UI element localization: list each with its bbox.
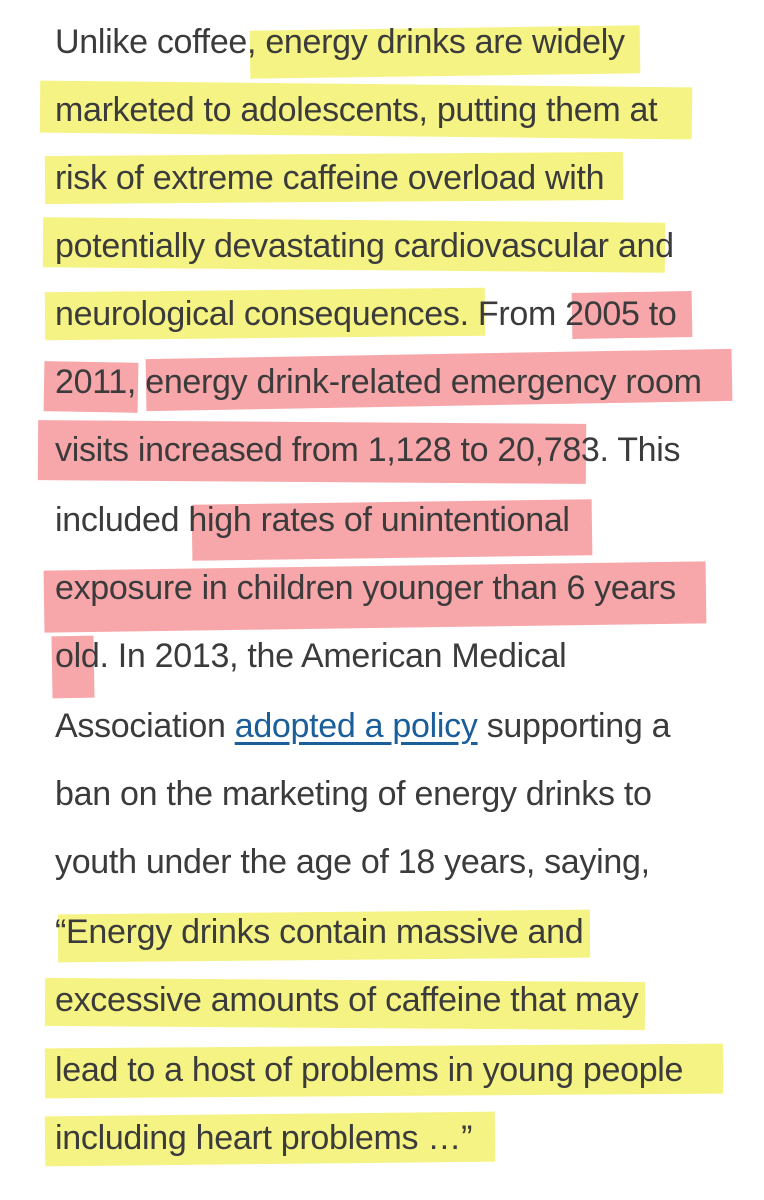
text-line: including heart problems …” — [55, 1119, 473, 1157]
text-line: 2011, energy drink-related emergency roo… — [55, 363, 702, 401]
text-line: marketed to adolescents, putting them at — [55, 91, 658, 129]
text-line: excessive amounts of caffeine that may — [55, 981, 639, 1019]
text-line: risk of extreme caffeine overload with — [55, 159, 605, 197]
text-line: potentially devastating cardiovascular a… — [55, 227, 674, 265]
text-line: included high rates of unintentional — [55, 501, 570, 539]
text-line: ban on the marketing of energy drinks to — [55, 775, 652, 813]
text-line: visits increased from 1,128 to 20,783. T… — [55, 431, 681, 469]
text-line: youth under the age of 18 years, saying, — [55, 843, 650, 881]
text-line: Unlike coffee, energy drinks are widely — [55, 23, 625, 61]
text-line: lead to a host of problems in young peop… — [55, 1051, 684, 1089]
text-line: Association adopted a policy supporting … — [55, 707, 671, 745]
text-line: neurological consequences. From 2005 to — [55, 295, 677, 333]
text-line: old. In 2013, the American Medical — [55, 637, 567, 675]
adopted-policy-link[interactable]: adopted a policy — [234, 707, 478, 745]
text-line: “Energy drinks contain massive and — [55, 913, 584, 951]
text-line: exposure in children younger than 6 year… — [55, 569, 676, 607]
